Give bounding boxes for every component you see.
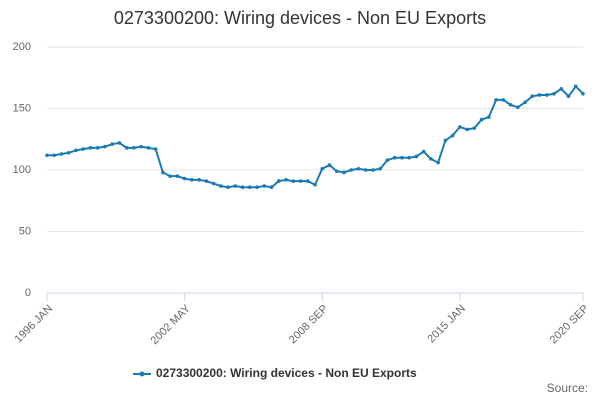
point <box>479 117 484 122</box>
point <box>327 163 332 167</box>
x-tick-label: 1996 JAN <box>13 303 56 346</box>
point <box>407 155 411 160</box>
point <box>566 94 571 98</box>
point <box>139 144 143 149</box>
point <box>342 170 346 175</box>
point <box>95 146 100 150</box>
legend-marker <box>139 371 145 377</box>
point <box>400 155 404 160</box>
point <box>544 93 549 97</box>
point <box>552 91 556 96</box>
point <box>291 179 296 183</box>
point <box>110 142 114 146</box>
point <box>52 153 57 158</box>
point <box>443 138 448 143</box>
point <box>153 147 158 151</box>
point <box>313 182 317 187</box>
point <box>161 170 165 175</box>
point <box>356 166 361 171</box>
point <box>175 174 180 178</box>
point <box>523 100 527 105</box>
point <box>146 146 151 150</box>
point <box>168 174 172 178</box>
point <box>581 91 585 96</box>
point <box>276 179 281 183</box>
point <box>226 185 230 190</box>
point <box>59 152 64 156</box>
x-tick-label: 2015 JAN <box>425 303 468 346</box>
point <box>429 157 433 161</box>
point <box>255 185 259 190</box>
point <box>436 160 440 165</box>
point <box>248 185 252 190</box>
point <box>501 98 506 102</box>
point <box>349 168 354 172</box>
point <box>66 150 71 155</box>
point <box>81 147 86 151</box>
point <box>197 178 201 182</box>
point <box>487 115 491 119</box>
point <box>537 93 542 97</box>
point <box>371 168 375 172</box>
y-tick-label: 50 <box>19 225 31 237</box>
x-tick-label: 2020 SEP <box>548 303 592 347</box>
point <box>494 98 498 102</box>
point <box>103 144 107 149</box>
point <box>363 168 368 172</box>
point <box>559 87 564 91</box>
point <box>298 179 303 183</box>
point <box>233 184 238 188</box>
point <box>530 94 535 98</box>
point <box>385 158 390 162</box>
point <box>516 105 520 110</box>
point <box>458 125 462 129</box>
point <box>378 166 382 171</box>
point <box>262 184 267 188</box>
chart-title: 0273300200: Wiring devices - Non EU Expo… <box>114 8 486 28</box>
point <box>421 149 426 154</box>
point <box>190 178 194 182</box>
point <box>392 155 397 160</box>
point <box>132 146 136 150</box>
source: Source: <box>547 381 588 395</box>
point <box>472 126 477 130</box>
point <box>334 169 339 174</box>
point <box>124 146 129 150</box>
y-tick-label: 100 <box>13 164 31 176</box>
point <box>573 84 578 89</box>
y-tick-label: 150 <box>13 102 31 114</box>
x-tick-label: 2002 MAY <box>149 302 194 347</box>
point <box>269 185 274 190</box>
point <box>320 166 325 171</box>
point <box>88 146 93 150</box>
point <box>219 184 223 188</box>
y-tick-label: 200 <box>13 41 31 53</box>
point <box>414 154 419 159</box>
point <box>204 179 209 183</box>
point <box>117 141 122 145</box>
y-tick-label: 0 <box>25 287 31 299</box>
point <box>465 127 469 132</box>
point <box>305 179 310 183</box>
point <box>182 176 187 181</box>
point <box>45 153 49 158</box>
point <box>450 133 455 138</box>
point <box>240 185 245 190</box>
point <box>284 178 288 182</box>
x-tick-label: 2008 SEP <box>287 303 331 347</box>
legend-label: 0273300200: Wiring devices - Non EU Expo… <box>156 366 417 380</box>
point <box>74 148 78 153</box>
point <box>211 181 216 186</box>
point <box>508 103 513 107</box>
